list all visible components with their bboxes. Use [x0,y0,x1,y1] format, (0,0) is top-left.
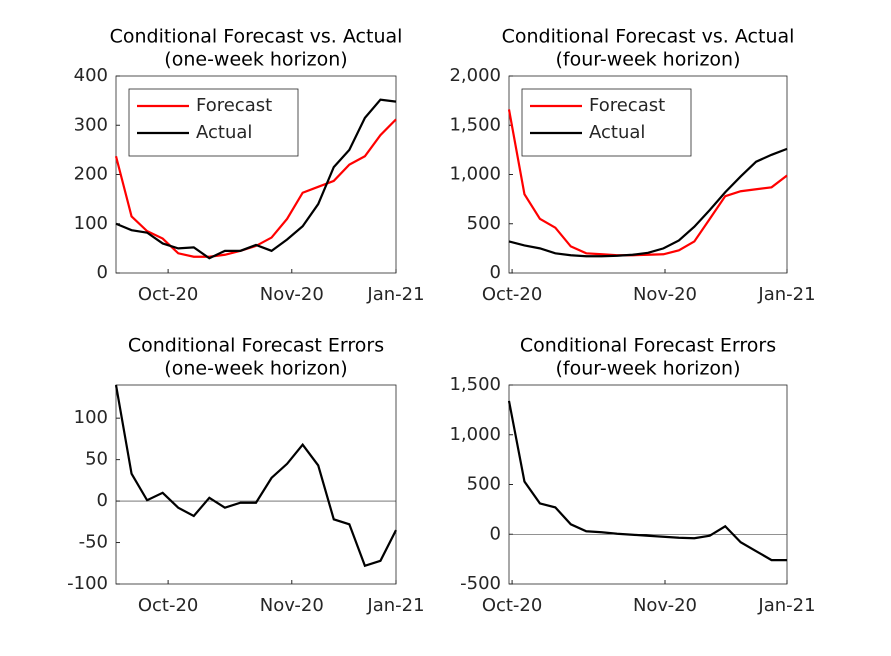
data-line [114,384,397,568]
x-tick-label: Jan-21 [757,284,815,305]
y-tick-label: -50 [79,532,108,553]
y-tick-label: 1,000 [449,164,501,185]
chart-subtitle: (four-week horizon) [556,49,741,71]
data-line [507,109,788,257]
x-tick-label: Jan-21 [366,595,424,616]
y-tick-label: 2,000 [449,65,501,86]
y-tick-label: 50 [85,449,108,470]
y-tick-label: 500 [467,213,501,234]
y-tick-label: 400 [74,65,108,86]
y-tick-label: 500 [467,474,501,495]
legend-box [521,88,692,157]
chart-title: Conditional Forecast vs. Actual [502,26,795,48]
data-line [115,98,397,260]
y-tick-label: 300 [74,114,108,135]
x-tick-label: Nov-20 [633,284,697,305]
y-tick-label: 0 [97,490,108,511]
y-tick-label: 1,000 [449,424,501,445]
legend-box [128,88,299,157]
data-line [508,147,788,258]
legend-label: Forecast [589,95,665,116]
chart-subtitle: (four-week horizon) [556,358,741,380]
x-tick-label: Oct-20 [482,595,543,616]
legend-label: Actual [196,122,252,143]
x-tick-label: Nov-20 [260,284,324,305]
y-tick-label: 100 [74,407,108,428]
x-tick-label: Oct-20 [138,595,199,616]
y-tick-label: 0 [97,262,108,283]
plot-area [508,384,788,585]
legend-label: Forecast [196,95,272,116]
data-line [507,400,787,562]
y-tick-label: 100 [74,213,108,234]
y-tick-label: -100 [67,573,108,594]
x-tick-label: Nov-20 [260,595,324,616]
y-tick-label: -500 [460,573,501,594]
plot-area [115,384,397,585]
y-tick-label: 1,500 [449,114,501,135]
legend-label: Actual [589,122,645,143]
chart-title: Conditional Forecast vs. Actual [110,26,403,48]
y-tick-label: 0 [490,523,501,544]
chart-subtitle: (one-week horizon) [164,358,347,380]
chart-title: Conditional Forecast Errors [520,335,776,357]
x-tick-label: Oct-20 [138,284,199,305]
chart-title: Conditional Forecast Errors [128,335,384,357]
y-tick-label: 200 [74,164,108,185]
y-tick-label: 0 [490,262,501,283]
x-tick-label: Jan-21 [366,284,424,305]
chart-subtitle: (one-week horizon) [164,49,347,71]
x-tick-label: Oct-20 [482,284,543,305]
x-tick-label: Nov-20 [633,595,697,616]
x-tick-label: Jan-21 [757,595,815,616]
y-tick-label: 1,500 [449,374,501,395]
